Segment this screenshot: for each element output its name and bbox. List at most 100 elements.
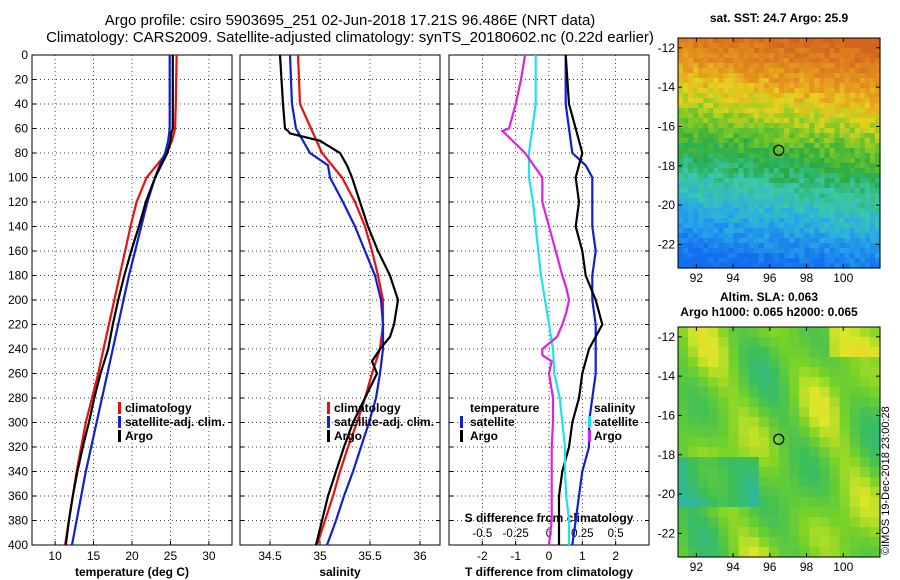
sea-surface-temperature-heatmap-cell (693, 83, 699, 89)
sea-surface-temperature-heatmap-cell (748, 208, 755, 214)
altimetry-sla-heatmap-cell (678, 467, 689, 478)
sea-surface-temperature-heatmap-cell (834, 88, 841, 94)
sea-surface-temperature-heatmap-cell (804, 58, 810, 64)
sea-surface-temperature-heatmap-cell (743, 78, 750, 84)
sea-surface-temperature-heatmap-cell (773, 98, 780, 104)
sea-surface-temperature-heatmap-cell (703, 133, 709, 139)
sea-surface-temperature-heatmap-cell (683, 98, 689, 104)
sea-surface-temperature-heatmap-cell (809, 238, 815, 244)
sea-surface-temperature-heatmap-cell (713, 138, 719, 144)
sea-surface-temperature-heatmap-cell (874, 153, 881, 159)
sea-surface-temperature-y-tick-label: -14 (658, 80, 676, 94)
sea-surface-temperature-heatmap-cell (864, 153, 871, 159)
depth-tick-label: 20 (15, 73, 29, 87)
sea-surface-temperature-heatmap-cell (733, 193, 740, 199)
sea-surface-temperature-heatmap-cell (824, 58, 831, 64)
sea-surface-temperature-heatmap-cell (834, 263, 841, 269)
sea-surface-temperature-heatmap-cell (849, 183, 856, 189)
altimetry-sla-heatmap-cell (869, 517, 881, 528)
sea-surface-temperature-heatmap-cell (743, 183, 750, 189)
sea-surface-temperature-heatmap-cell (829, 168, 836, 174)
sea-surface-temperature-heatmap-cell (789, 153, 795, 159)
altimetry-sla-heatmap-cell (829, 547, 841, 558)
sea-surface-temperature-heatmap-cell (869, 88, 876, 94)
sea-surface-temperature-heatmap-cell (804, 53, 810, 59)
sea-surface-temperature-heatmap-cell (743, 238, 750, 244)
sea-surface-temperature-heatmap-cell (683, 108, 689, 114)
sea-surface-temperature-heatmap-cell (864, 118, 871, 124)
sea-surface-temperature-heatmap-cell (789, 263, 795, 269)
sea-surface-temperature-heatmap-cell (693, 183, 699, 189)
sea-surface-temperature-heatmap-cell (819, 248, 826, 254)
sea-surface-temperature-heatmap-cell (723, 68, 730, 74)
altimetry-sla-heatmap-cell (758, 387, 770, 398)
sea-surface-temperature-heatmap-cell (804, 238, 810, 244)
sea-surface-temperature-heatmap-cell (703, 168, 709, 174)
sea-surface-temperature-heatmap-cell (844, 153, 851, 159)
sea-surface-temperature-heatmap-cell (859, 163, 866, 169)
sea-surface-temperature-heatmap-cell (779, 233, 785, 239)
sea-surface-temperature-heatmap-cell (849, 43, 856, 49)
sea-surface-temperature-heatmap-cell (874, 233, 881, 239)
sea-surface-temperature-heatmap-cell (718, 128, 725, 134)
sea-surface-temperature-heatmap-cell (733, 163, 740, 169)
sea-surface-temperature-heatmap-cell (723, 93, 730, 99)
sea-surface-temperature-heatmap-cell (773, 178, 780, 184)
altimetry-sla-heatmap-cell (869, 497, 881, 508)
sea-surface-temperature-heatmap-cell (708, 93, 714, 99)
sea-surface-temperature-heatmap-cell (683, 43, 689, 49)
sea-surface-temperature-heatmap-cell (849, 73, 856, 79)
altimetry-sla-heatmap-cell (698, 417, 709, 428)
sea-surface-temperature-heatmap-cell (713, 243, 719, 249)
sea-surface-temperature-heatmap-cell (733, 263, 740, 269)
sea-surface-temperature-heatmap-cell (849, 188, 856, 194)
sea-surface-temperature-heatmap-cell (869, 83, 876, 89)
sea-surface-temperature-heatmap-cell (753, 213, 760, 219)
sea-surface-temperature-heatmap-cell (849, 143, 856, 149)
sea-surface-temperature-heatmap-cell (768, 88, 775, 94)
sea-surface-temperature-heatmap-cell (874, 73, 881, 79)
sea-surface-temperature-heatmap-cell (713, 183, 719, 189)
sea-surface-temperature-heatmap-cell (874, 223, 881, 229)
sea-surface-temperature-heatmap-cell (703, 218, 709, 224)
altimetry-sla-heatmap-cell (718, 507, 730, 518)
sea-surface-temperature-heatmap-cell (768, 143, 775, 149)
sea-surface-temperature-heatmap-cell (784, 153, 790, 159)
sea-surface-temperature-heatmap-cell (758, 88, 765, 94)
sea-surface-temperature-heatmap-cell (758, 58, 765, 64)
legend-swatch (588, 416, 591, 428)
sea-surface-temperature-heatmap-cell (849, 153, 856, 159)
sea-surface-temperature-heatmap-cell (804, 203, 810, 209)
sea-surface-temperature-heatmap-cell (723, 43, 730, 49)
altimetry-sla-heatmap-cell (688, 407, 699, 418)
depth-tick-label: 80 (15, 146, 29, 160)
depth-tick-label: 360 (8, 489, 28, 503)
sea-surface-temperature-heatmap-cell (773, 193, 780, 199)
sea-surface-temperature-heatmap-cell (683, 128, 689, 134)
sea-surface-temperature-heatmap-cell (678, 128, 684, 134)
altimetry-sla-heatmap-cell (799, 357, 810, 368)
sea-surface-temperature-heatmap-cell (698, 108, 704, 114)
sea-surface-temperature-heatmap-cell (713, 98, 719, 104)
altimetry-sla-heatmap-cell (829, 337, 841, 348)
sea-surface-temperature-heatmap-cell (738, 178, 745, 184)
copyright-stamp: ©IMOS 19-Dec-2018 23:00:28 (880, 406, 892, 555)
sla-map-subtitle: Argo h1000: 0.065 h2000: 0.065 (680, 305, 858, 319)
sea-surface-temperature-heatmap-cell (693, 223, 699, 229)
altimetry-sla-heatmap-cell (829, 407, 841, 418)
depth-tick-label: 240 (8, 342, 28, 356)
sea-surface-temperature-heatmap-cell (794, 228, 800, 234)
sea-surface-temperature-heatmap-cell (753, 133, 760, 139)
sea-surface-temperature-heatmap-cell (874, 203, 881, 209)
sea-surface-temperature-heatmap-cell (703, 223, 709, 229)
sea-surface-temperature-heatmap-cell (688, 243, 694, 249)
sea-surface-temperature-heatmap-cell (864, 193, 871, 199)
sea-surface-temperature-heatmap-cell (859, 53, 866, 59)
sea-surface-temperature-heatmap-cell (748, 88, 755, 94)
altimetry-sla-heatmap-cell (748, 517, 760, 528)
sea-surface-temperature-heatmap-cell (829, 68, 836, 74)
sea-surface-temperature-heatmap-cell (733, 48, 740, 54)
sea-surface-temperature-heatmap-cell (728, 138, 735, 144)
sea-surface-temperature-heatmap-cell (784, 263, 790, 269)
altimetry-sla-heatmap-cell (728, 417, 740, 428)
